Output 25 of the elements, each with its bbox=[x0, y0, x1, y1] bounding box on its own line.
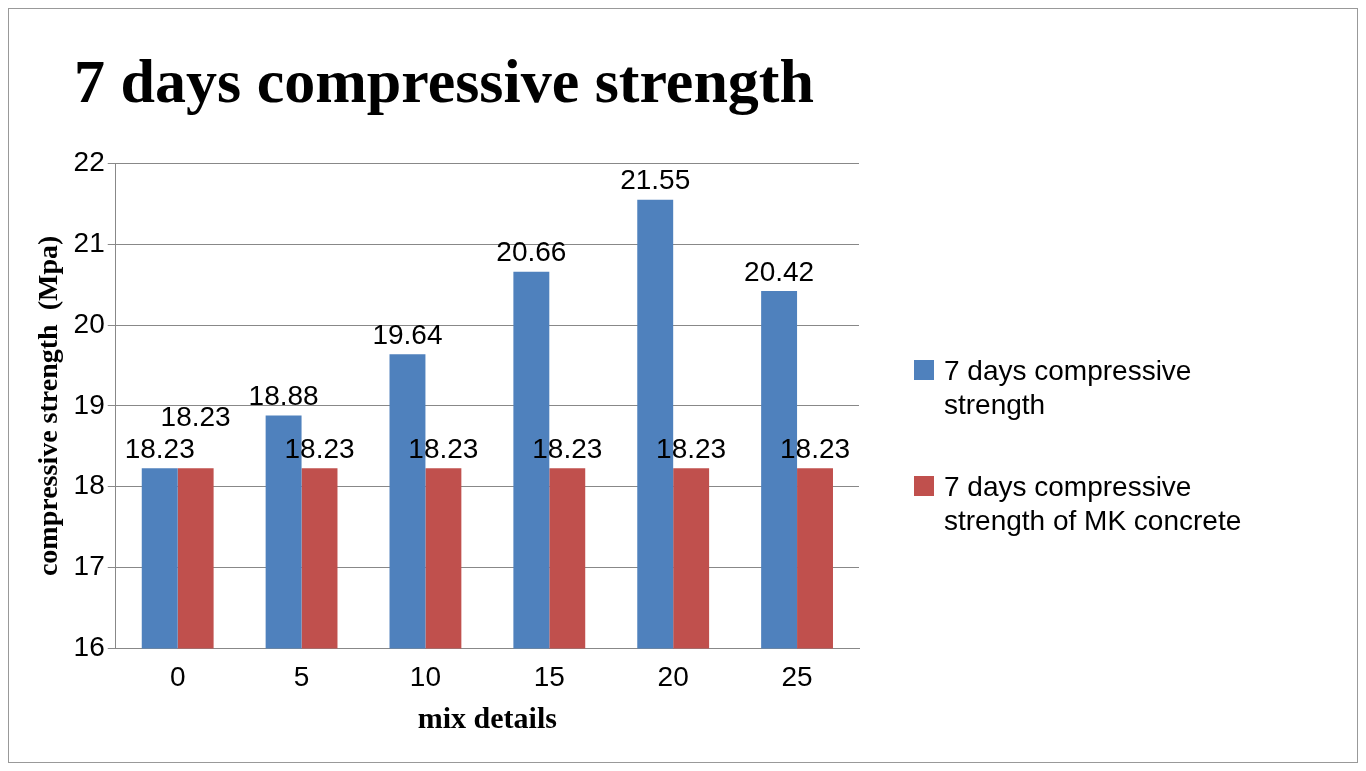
data-label: 20.42 bbox=[744, 255, 815, 287]
x-tick-label: 5 bbox=[293, 660, 310, 692]
y-axis-title: compressive strength (Mpa) bbox=[32, 235, 64, 577]
data-label: 21.55 bbox=[620, 164, 691, 196]
data-label: 19.64 bbox=[372, 318, 443, 350]
data-label: 18.23 bbox=[160, 400, 231, 432]
x-tick-label: 25 bbox=[781, 660, 813, 692]
legend-label: 7 days compressive strength bbox=[944, 354, 1193, 422]
data-label: 18.23 bbox=[124, 432, 195, 464]
chart-title: 7 days compressive strength bbox=[74, 47, 814, 116]
y-tick-label: 21 bbox=[73, 226, 105, 258]
x-axis-title: mix details bbox=[417, 700, 557, 734]
y-tick-label: 16 bbox=[73, 631, 105, 663]
x-tick-label: 0 bbox=[169, 660, 186, 692]
x-tick-label: 15 bbox=[533, 660, 565, 692]
data-label: 18.88 bbox=[248, 380, 319, 412]
x-tick-label: 10 bbox=[409, 660, 442, 692]
y-tick-label: 22 bbox=[73, 146, 105, 178]
y-tick-label: 19 bbox=[73, 388, 105, 420]
y-tick-label: 17 bbox=[73, 550, 105, 582]
y-tick-label: 20 bbox=[73, 307, 105, 339]
data-label: 20.66 bbox=[496, 236, 567, 268]
x-tick-label: 20 bbox=[657, 660, 689, 692]
y-tick-label: 18 bbox=[73, 469, 105, 501]
legend-label: 7 days compressive strength of MK concrete bbox=[944, 470, 1243, 538]
